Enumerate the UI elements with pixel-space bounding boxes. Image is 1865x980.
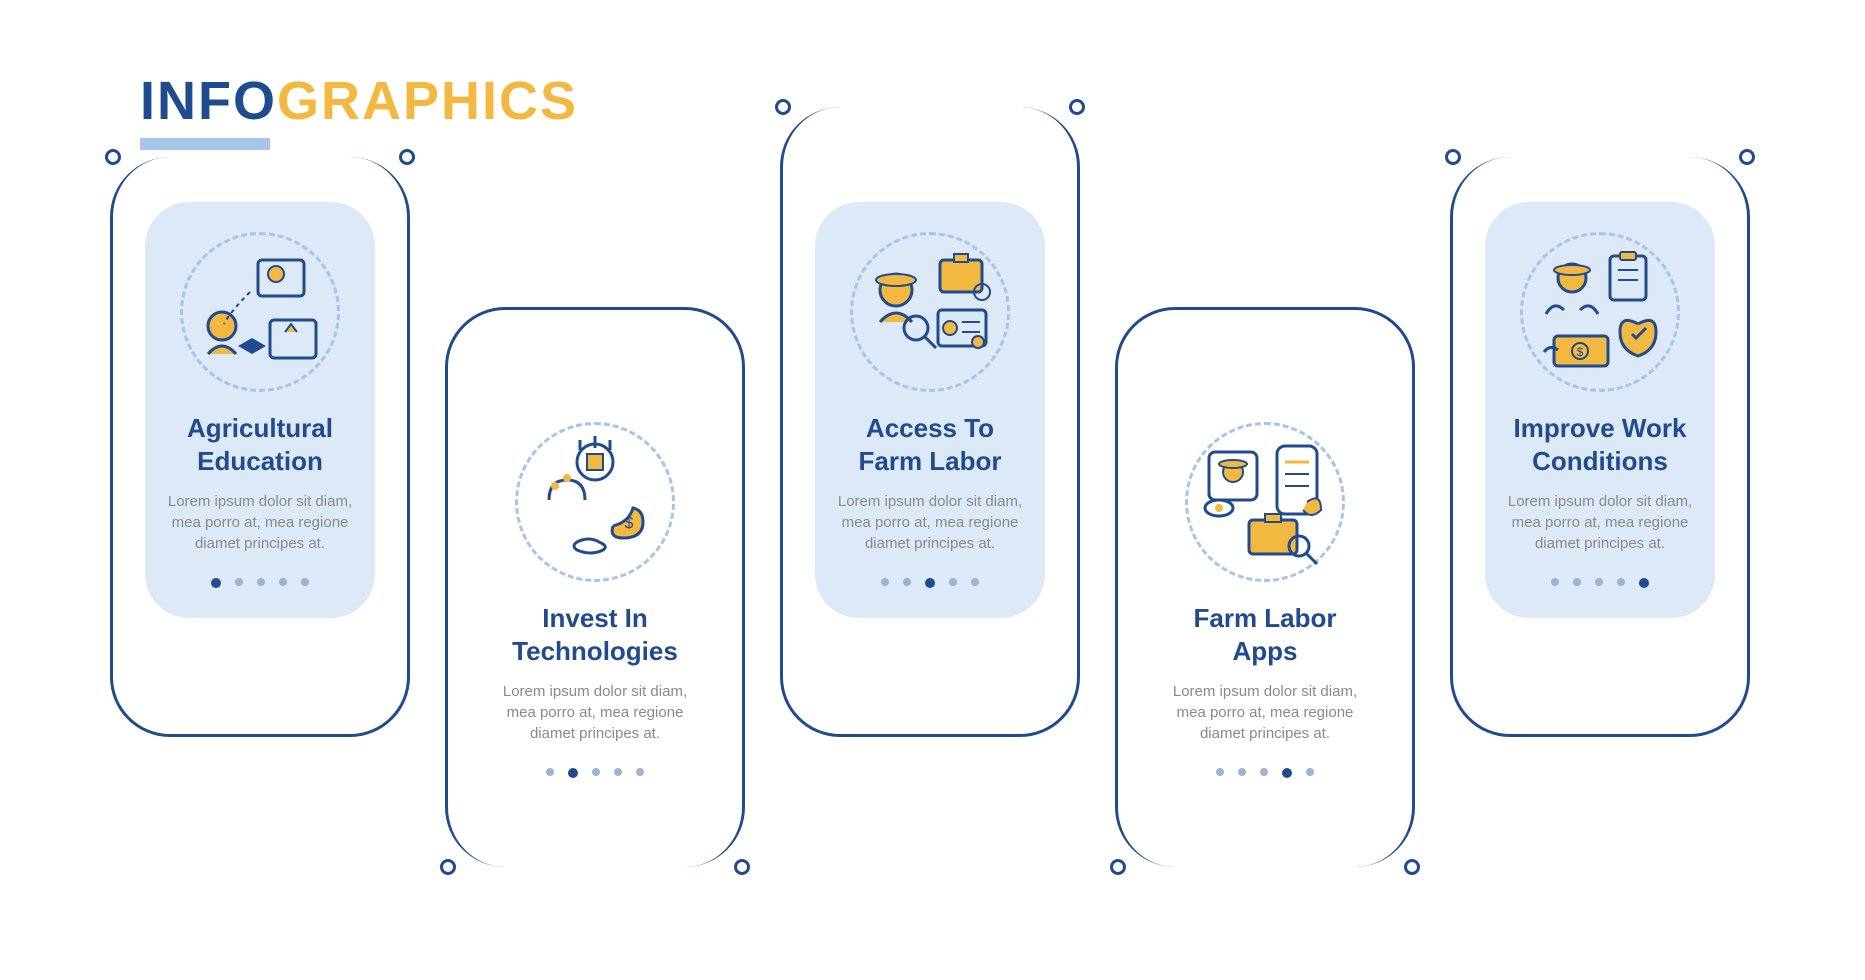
dot	[1573, 578, 1581, 586]
dot	[1617, 578, 1625, 586]
card-body: Lorem ipsum dolor sit diam, mea porro at…	[1170, 681, 1360, 744]
pagination-dots	[1505, 578, 1695, 588]
card-agricultural-education: Agricultural Education Lorem ipsum dolor …	[110, 157, 410, 663]
card-title: Access To Farm Labor	[835, 412, 1025, 477]
conditions-icon: $	[1520, 232, 1680, 392]
card-row: Agricultural Education Lorem ipsum dolor …	[110, 60, 1750, 900]
dot	[1306, 768, 1314, 776]
dot	[211, 578, 221, 588]
tech-icon: $	[515, 422, 675, 582]
notch-dot	[1404, 859, 1420, 875]
card-inner: Agricultural Education Lorem ipsum dolor …	[145, 202, 375, 618]
education-icon	[180, 232, 340, 392]
apps-icon	[1185, 422, 1345, 582]
notch-dot	[775, 99, 791, 115]
dot	[546, 768, 554, 776]
dot	[235, 578, 243, 586]
card-title: Improve Work Conditions	[1505, 412, 1695, 477]
card-access-to-farm-labor: Access To Farm Labor Lorem ipsum dolor si…	[780, 157, 1080, 663]
card-inner: Access To Farm Labor Lorem ipsum dolor si…	[815, 202, 1045, 618]
notch-dot	[1445, 149, 1461, 165]
card-body: Lorem ipsum dolor sit diam, mea porro at…	[1505, 491, 1695, 554]
card-title: Farm Labor Apps	[1170, 602, 1360, 667]
notch-dot	[1110, 859, 1126, 875]
dot	[614, 768, 622, 776]
pagination-dots	[165, 578, 355, 588]
dot	[592, 768, 600, 776]
dot	[903, 578, 911, 586]
dot	[279, 578, 287, 586]
card-title: Invest In Technologies	[500, 602, 690, 667]
dot	[1282, 768, 1292, 778]
notch-dot	[1739, 149, 1755, 165]
card-inner: $ Improve Work Conditions Lorem ipsum dol…	[1485, 202, 1715, 618]
card-inner: $ Invest In Technologies Lorem ipsum dolo…	[480, 392, 710, 808]
dot	[1260, 768, 1268, 776]
pagination-dots	[500, 768, 690, 778]
dot	[925, 578, 935, 588]
dot	[1639, 578, 1649, 588]
notch-dot	[1069, 99, 1085, 115]
notch-dot	[105, 149, 121, 165]
dot	[636, 768, 644, 776]
card-body: Lorem ipsum dolor sit diam, mea porro at…	[500, 681, 690, 744]
card-inner: Farm Labor Apps Lorem ipsum dolor sit dia…	[1150, 392, 1380, 808]
card-invest-in-technologies: $ Invest In Technologies Lorem ipsum dolo…	[445, 347, 745, 853]
card-farm-labor-apps: Farm Labor Apps Lorem ipsum dolor sit dia…	[1115, 347, 1415, 853]
card-body: Lorem ipsum dolor sit diam, mea porro at…	[835, 491, 1025, 554]
pagination-dots	[835, 578, 1025, 588]
card-title: Agricultural Education	[165, 412, 355, 477]
card-body: Lorem ipsum dolor sit diam, mea porro at…	[165, 491, 355, 554]
pagination-dots	[1170, 768, 1360, 778]
notch-dot	[440, 859, 456, 875]
notch-dot	[399, 149, 415, 165]
dot	[1551, 578, 1559, 586]
dot	[881, 578, 889, 586]
dot	[1595, 578, 1603, 586]
notch-dot	[734, 859, 750, 875]
dot	[1216, 768, 1224, 776]
dot	[568, 768, 578, 778]
dot	[257, 578, 265, 586]
dot	[971, 578, 979, 586]
dot	[1238, 768, 1246, 776]
svg-text:$: $	[625, 515, 634, 532]
labor-icon	[850, 232, 1010, 392]
svg-text:$: $	[1577, 345, 1584, 359]
card-improve-work-conditions: $ Improve Work Conditions Lorem ipsum dol…	[1450, 157, 1750, 663]
dot	[949, 578, 957, 586]
dot	[301, 578, 309, 586]
